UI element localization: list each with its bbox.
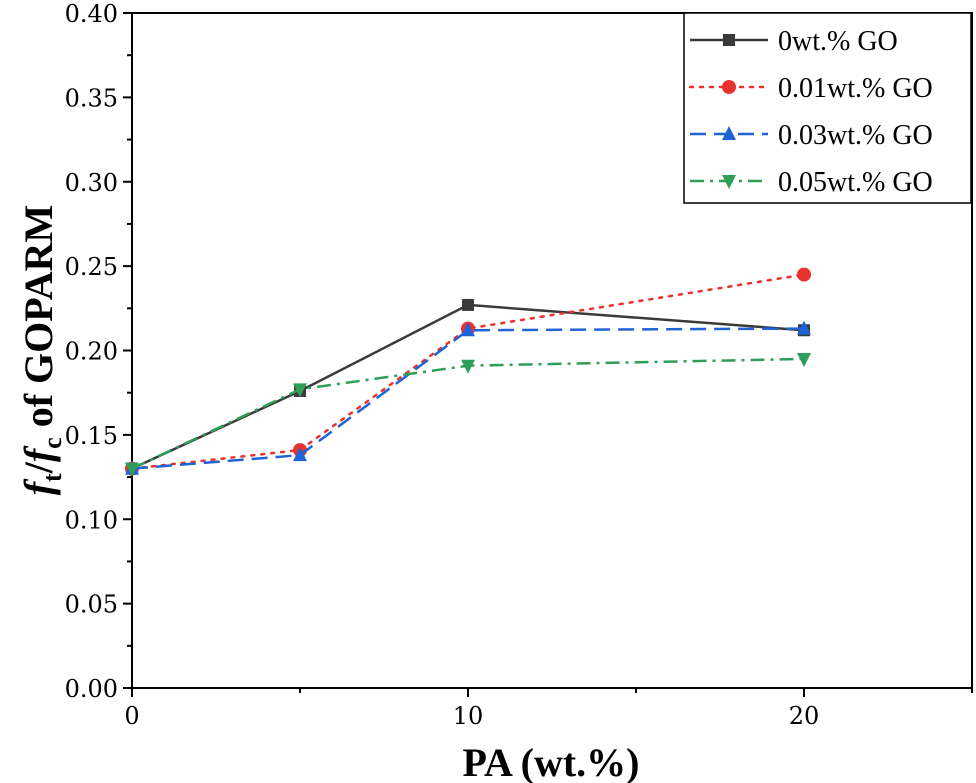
series-line — [130, 273, 806, 470]
legend-label: 0.05wt.% GO — [778, 167, 933, 198]
x-tick-label: 10 — [453, 702, 484, 730]
y-tick-label: 0.20 — [65, 338, 118, 366]
legend-label: 0wt.% GO — [778, 26, 898, 57]
data-point — [293, 447, 307, 462]
data-point — [797, 352, 811, 367]
legend-label: 0.03wt.% GO — [778, 120, 933, 151]
legend: 0wt.% GO 0.01wt.% GO 0.03wt.% GO 0.05wt.% G… — [683, 12, 972, 204]
plot-frame — [131, 12, 973, 689]
series-3 — [125, 352, 811, 477]
legend-marker — [723, 34, 735, 46]
y-tick-label: 0.05 — [65, 591, 118, 619]
series-layer — [125, 267, 811, 477]
x-axis-title: PA (wt.%) — [463, 740, 640, 783]
y-title-f2: f — [16, 445, 61, 462]
data-point — [797, 320, 811, 335]
series-line — [131, 357, 805, 470]
data-point — [797, 267, 811, 282]
legend-marker — [722, 126, 736, 140]
data-point — [461, 359, 475, 374]
y-tick-label: 0.10 — [65, 506, 118, 534]
x-tick-label: 0 — [124, 702, 139, 730]
data-point — [125, 462, 139, 477]
y-title-slash: / — [16, 461, 61, 474]
y-title-tail: of GOPARM — [16, 205, 61, 438]
data-point — [293, 383, 307, 398]
x-tick-label: 20 — [789, 702, 820, 730]
y-tick-label: 0.30 — [65, 169, 118, 197]
y-tick-label: 0.00 — [65, 675, 118, 703]
y-title-sub-c: c — [38, 437, 67, 449]
series-2 — [125, 320, 811, 475]
y-tick-label: 0.40 — [65, 0, 118, 28]
legend-marker — [722, 80, 736, 94]
y-title-f1: f — [16, 478, 61, 495]
y-tick-label: 0.35 — [65, 84, 118, 112]
y-tick-label: 0.15 — [65, 422, 118, 450]
y-axis-title: ft/fc of GOPARM — [16, 205, 67, 496]
y-title-sub-t: t — [38, 473, 67, 482]
legend-label: 0.01wt.% GO — [778, 73, 933, 104]
series-line — [131, 327, 805, 470]
tick-labels: 0 10 20 0.00 0.05 0.10 0.15 0.20 0.25 0.30 0.35 0.4… — [65, 0, 820, 730]
y-tick-label: 0.25 — [65, 253, 118, 281]
legend-marker — [722, 175, 736, 189]
data-point — [462, 298, 474, 311]
data-point — [461, 322, 475, 337]
